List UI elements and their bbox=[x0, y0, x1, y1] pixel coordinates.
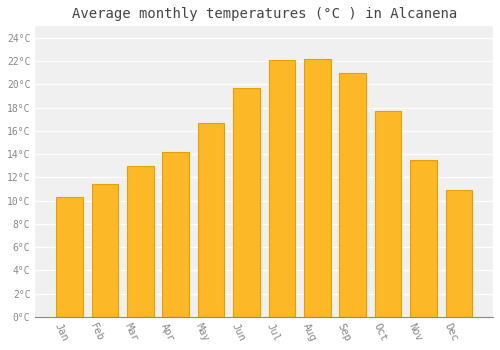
Bar bbox=[56, 197, 82, 317]
Bar bbox=[304, 59, 330, 317]
Bar bbox=[198, 123, 224, 317]
Bar bbox=[127, 166, 154, 317]
Bar bbox=[233, 88, 260, 317]
Bar bbox=[375, 111, 402, 317]
Bar bbox=[92, 184, 118, 317]
Bar bbox=[268, 60, 295, 317]
Bar bbox=[446, 190, 472, 317]
Bar bbox=[340, 73, 366, 317]
Bar bbox=[162, 152, 189, 317]
Title: Average monthly temperatures (°C ) in Alcanena: Average monthly temperatures (°C ) in Al… bbox=[72, 7, 457, 21]
Bar bbox=[410, 160, 437, 317]
